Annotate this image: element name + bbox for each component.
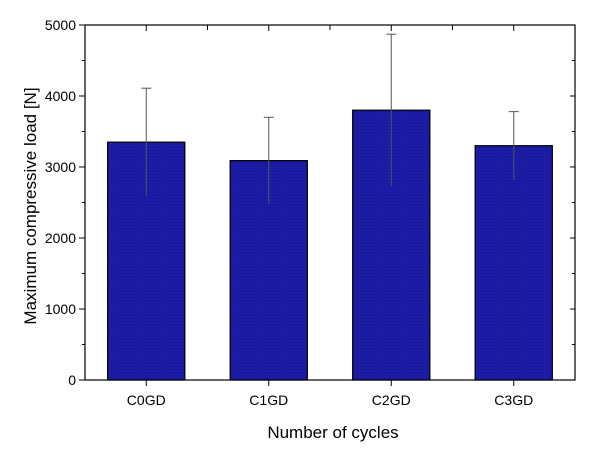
x-tick-label: C1GD	[249, 392, 288, 408]
x-tick-label: C3GD	[494, 392, 533, 408]
y-axis-label: Maximum compressive load [N]	[21, 87, 40, 324]
y-tick-label: 4000	[45, 88, 76, 104]
y-tick-label: 5000	[45, 17, 76, 33]
y-tick-label: 2000	[45, 230, 76, 246]
x-tick-label: C2GD	[372, 392, 411, 408]
y-tick-label: 3000	[45, 159, 76, 175]
bar	[474, 145, 553, 381]
x-tick-label: C0GD	[127, 392, 166, 408]
plot-area: 0 1000 2000 3000 4000 5000 C0GD C1GD C2GD C3GD	[45, 17, 576, 408]
y-tick-label: 1000	[45, 301, 76, 317]
y-tick-label: 0	[68, 372, 76, 388]
x-axis-label: Number of cycles	[267, 423, 398, 442]
